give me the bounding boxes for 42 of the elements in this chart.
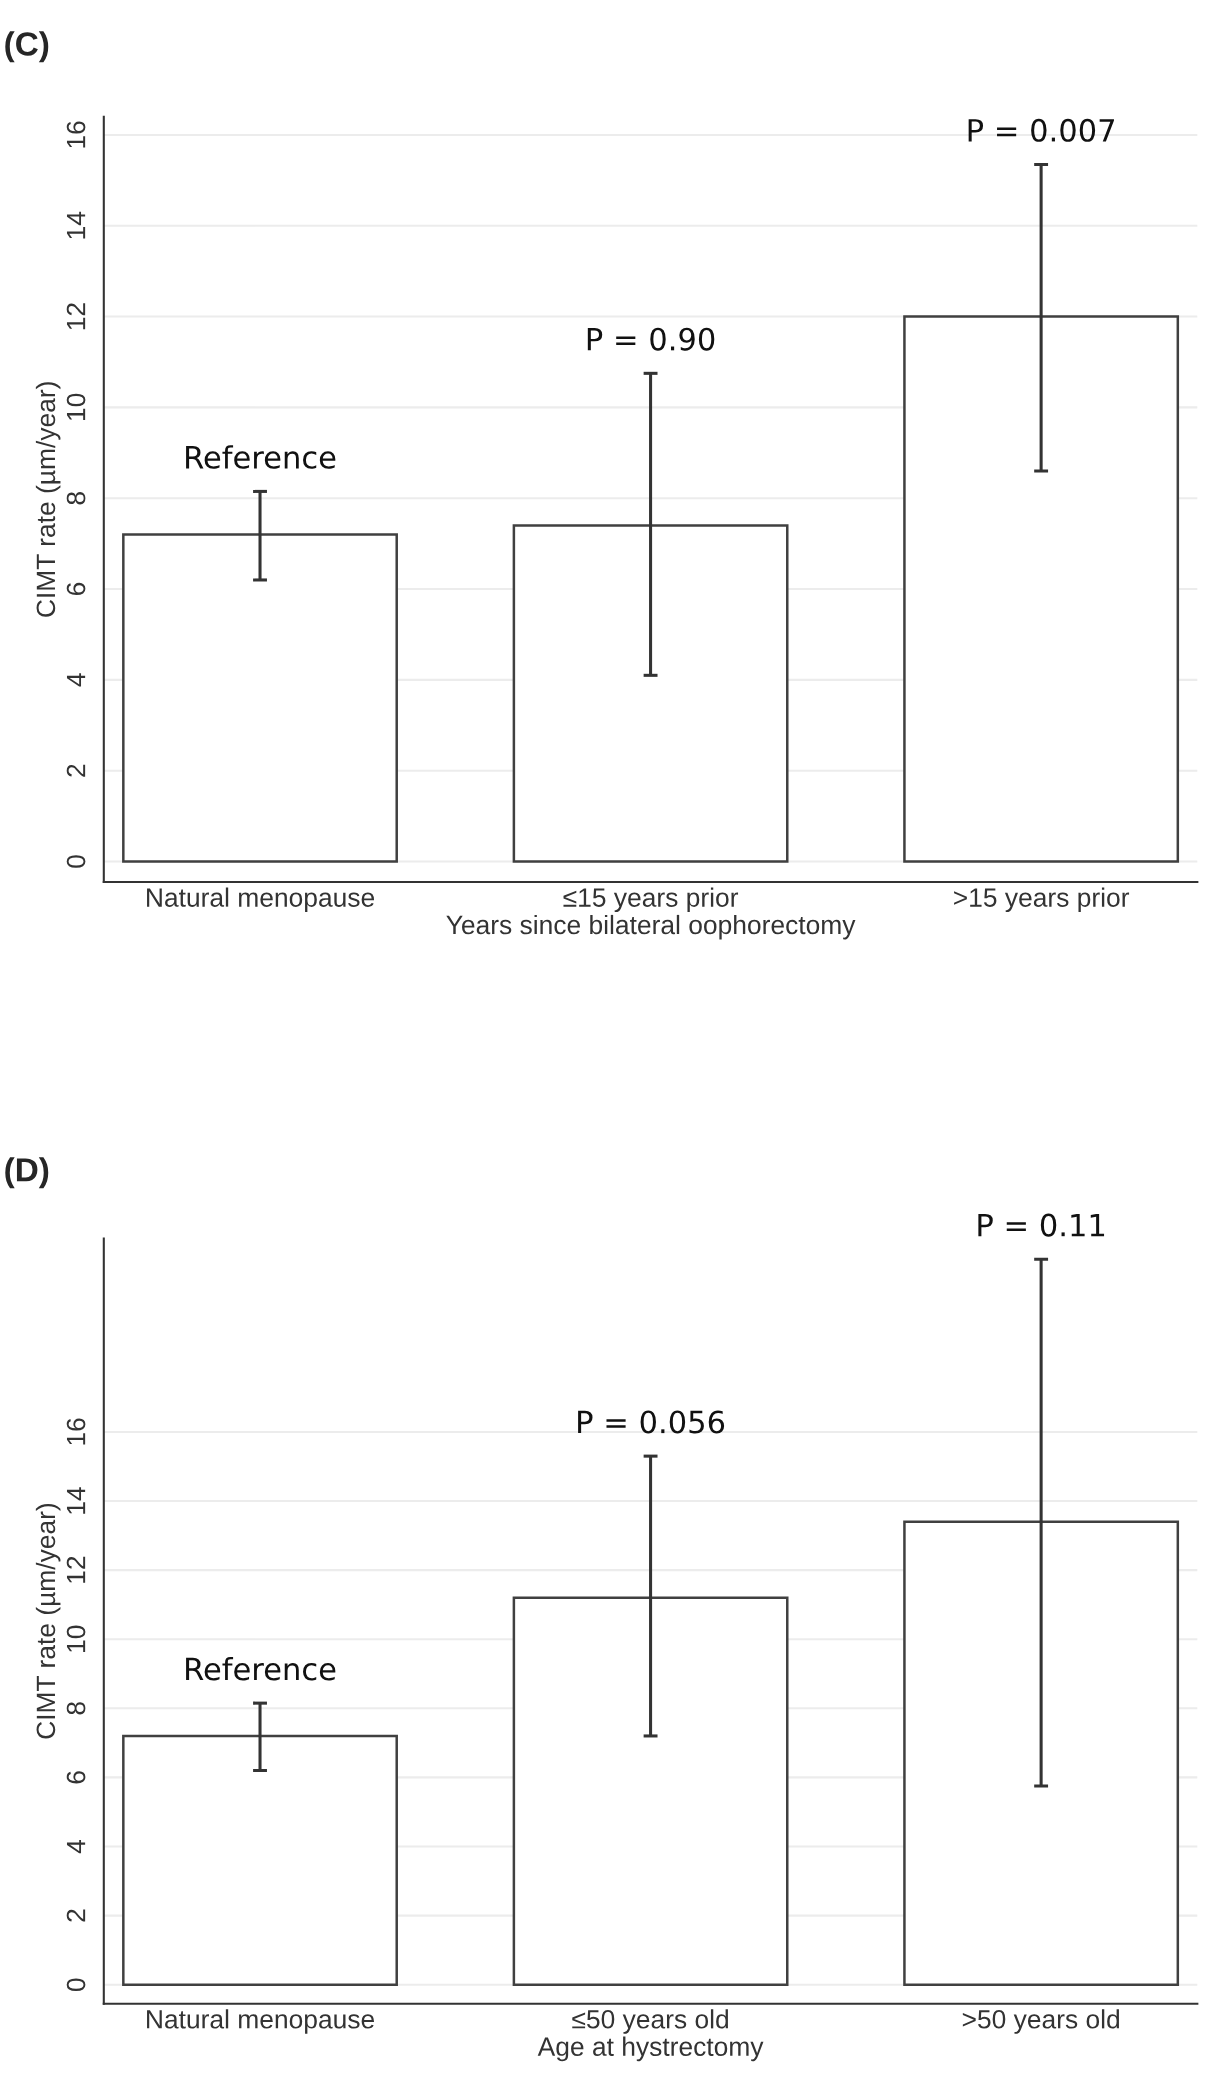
- y-tick-label: 10: [66, 393, 86, 421]
- annotation: P = 0.056: [578, 1410, 725, 1434]
- x-tick-label: Natural menopause: [147, 2009, 375, 2034]
- annotation: Reference: [186, 1656, 336, 1681]
- y-tick-label: 8: [66, 1702, 86, 1715]
- y-tick-label: 0: [66, 1978, 86, 1991]
- x-tick-label: ≤15 years prior: [563, 887, 739, 913]
- x-tick-label: Natural menopause: [147, 887, 375, 913]
- y-tick-label: 4: [66, 1839, 86, 1854]
- x-axis-title: Age at hystrectomy: [537, 2036, 764, 2062]
- y-tick-label: 0: [66, 855, 86, 868]
- y-tick-label: 14: [66, 211, 86, 239]
- bar: [122, 533, 398, 863]
- y-axis-title: CIMT rate (µm/year): [35, 1503, 61, 1739]
- y-tick-label: 12: [66, 303, 86, 330]
- chart-title: (C): [5, 31, 49, 63]
- annotation: Reference: [186, 445, 336, 469]
- annotation: P = 0.11: [978, 1213, 1105, 1237]
- bar: [122, 1734, 398, 1986]
- y-tick-label: 6: [66, 582, 86, 596]
- y-tick-label: 10: [66, 1625, 86, 1652]
- y-tick-label: 12: [66, 1556, 86, 1583]
- x-tick-label: ≤50 years old: [572, 2009, 728, 2034]
- y-tick-label: 8: [66, 492, 86, 505]
- y-tick-label: 2: [66, 1909, 86, 1922]
- y-axis-title: CIMT rate (µm/year): [35, 382, 61, 617]
- x-tick-label: >15 years prior: [954, 887, 1130, 913]
- bar: [903, 315, 1180, 863]
- bar: [903, 1520, 1180, 1986]
- x-tick-label: >50 years old: [962, 2009, 1120, 2034]
- annotation: P = 0.007: [968, 118, 1114, 142]
- y-tick-label: 16: [66, 121, 86, 148]
- bar: [512, 1596, 789, 1986]
- chart-title: (D): [5, 1157, 49, 1189]
- annotation: P = 0.90: [587, 327, 715, 351]
- bar: [512, 524, 789, 863]
- y-tick-label: 2: [66, 764, 86, 777]
- x-axis-title: Years since bilateral oophorectomy: [446, 914, 856, 940]
- y-tick-label: 16: [66, 1418, 86, 1445]
- y-tick-label: 4: [66, 673, 86, 687]
- y-tick-label: 6: [66, 1771, 86, 1784]
- y-tick-label: 14: [66, 1487, 86, 1514]
